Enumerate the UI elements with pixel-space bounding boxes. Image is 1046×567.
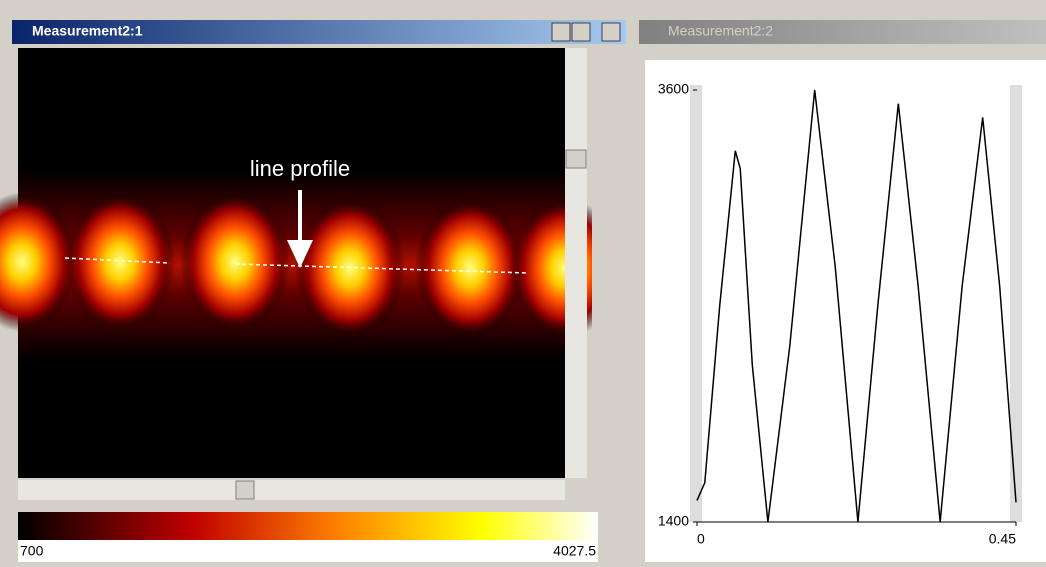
page: Measurement2:1 line profile 700 4027.5 M… — [0, 0, 1046, 562]
plot-window — [645, 60, 1046, 562]
v-scrollbar[interactable] — [565, 48, 587, 478]
h-scrollbar[interactable] — [18, 480, 565, 500]
x-tick-label: 0.45 — [989, 531, 1016, 547]
y-tick-label: 1400 — [658, 513, 689, 529]
scroll-thumb[interactable] — [566, 150, 586, 168]
plot-margin — [690, 85, 702, 522]
colorbar — [18, 512, 598, 540]
annotation: line profile — [250, 156, 350, 181]
y-tick-label: 3600 — [658, 81, 689, 97]
scroll-thumb[interactable] — [236, 481, 254, 499]
colorbar-labels-bg — [18, 540, 598, 562]
window-title: Measurement2:2 — [668, 23, 773, 39]
window-buttons[interactable] — [552, 23, 620, 41]
colorbar-max: 4027.5 — [553, 543, 596, 559]
screenshot: Measurement2:1 line profile 700 4027.5 M… — [0, 0, 1046, 562]
window-title: Measurement2:1 — [32, 23, 143, 39]
toolbar[interactable] — [592, 60, 625, 330]
x-tick-label: 0 — [697, 531, 705, 547]
colorbar-min: 700 — [20, 543, 44, 559]
